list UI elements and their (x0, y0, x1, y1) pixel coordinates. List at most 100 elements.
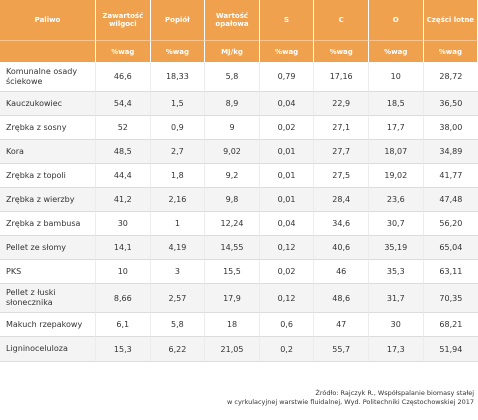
table-row: Zrębka z topoli 44,4 1,8 9,2 0,01 27,5 19,02 41… (0, 164, 478, 188)
unit-cell: %wag (259, 40, 315, 62)
fuel-name-cell: PKS (0, 260, 96, 284)
value-cell: 70,35 (423, 284, 478, 313)
value-cell: 35,3 (368, 260, 424, 284)
value-cell: 65,04 (423, 236, 478, 260)
value-cell: 2,16 (150, 188, 206, 212)
table-row: Zrębka z bambusa 30 1 12,24 0,04 34,6 30,7 56,2… (0, 212, 478, 236)
value-cell: 47 (314, 313, 369, 337)
value-cell: 2,7 (150, 140, 206, 164)
value-cell: 9,02 (205, 140, 260, 164)
value-cell: 17,7 (368, 116, 424, 140)
value-cell: 8,9 (205, 92, 260, 116)
header-cell: Części lotne (423, 0, 478, 40)
value-cell: 1 (150, 212, 206, 236)
value-cell: 4,19 (150, 236, 206, 260)
unit-cell: %wag (423, 40, 478, 62)
table-row: Makuch rzepakowy 6,1 5,8 18 0,6 47 30 68,21 (0, 313, 478, 337)
header-cell: S (259, 0, 315, 40)
value-cell: 1,5 (150, 92, 206, 116)
value-cell: 0,02 (259, 116, 315, 140)
value-cell: 10 (96, 260, 151, 284)
value-cell: 48,6 (314, 284, 369, 313)
value-cell: 0,01 (259, 140, 315, 164)
fuel-name-cell: Zrębka z bambusa (0, 212, 96, 236)
value-cell: 27,7 (314, 140, 369, 164)
unit-cell: %wag (150, 40, 206, 62)
value-cell: 14,55 (205, 236, 260, 260)
value-cell: 17,9 (205, 284, 260, 313)
table-row: Komunalne osady ściekowe 46,6 18,33 5,8 0,79… (0, 62, 478, 92)
value-cell: 46,6 (96, 62, 151, 92)
fuel-name-cell: Zrębka z sosny (0, 116, 96, 140)
value-cell: 40,6 (314, 236, 369, 260)
value-cell: 35,19 (368, 236, 424, 260)
value-cell: 36,50 (423, 92, 478, 116)
value-cell: 9 (205, 116, 260, 140)
fuel-name-cell: Komunalne osady ściekowe (0, 62, 96, 92)
value-cell: 21,05 (205, 337, 260, 362)
value-cell: 0,2 (259, 337, 315, 362)
value-cell: 18 (205, 313, 260, 337)
value-cell: 68,21 (423, 313, 478, 337)
fuel-name-cell: Kauczukowiec (0, 92, 96, 116)
value-cell: 0,01 (259, 164, 315, 188)
value-cell: 6,22 (150, 337, 206, 362)
value-cell: 0,12 (259, 284, 315, 313)
value-cell: 22,9 (314, 92, 369, 116)
value-cell: 18,33 (150, 62, 206, 92)
fuel-properties-table: Paliwo Zawartość wilgoci Popiół Wartość … (0, 0, 478, 362)
value-cell: 0,04 (259, 92, 315, 116)
value-cell: 12,24 (205, 212, 260, 236)
unit-cell: %wag (96, 40, 151, 62)
value-cell: 38,00 (423, 116, 478, 140)
table-row: Ligninoceluloza 15,3 6,22 21,05 0,2 55,7 17,3 5… (0, 337, 478, 362)
value-cell: 10 (368, 62, 424, 92)
value-cell: 51,94 (423, 337, 478, 362)
source-line: Źródło: Rajczyk R., Współspalanie biomas… (315, 389, 474, 397)
header-cell: Wartość opałowa (205, 0, 260, 40)
header-cell: Zawartość wilgoci (96, 0, 151, 40)
value-cell: 14,1 (96, 236, 151, 260)
value-cell: 6,1 (96, 313, 151, 337)
value-cell: 23,6 (368, 188, 424, 212)
value-cell: 5,8 (150, 313, 206, 337)
table-row: Zrębka z wierzby 41,2 2,16 9,8 0,01 28,4 23,6 4… (0, 188, 478, 212)
unit-cell: %wag (368, 40, 424, 62)
header-cell: Paliwo (0, 0, 96, 40)
fuel-name-cell: Ligninoceluloza (0, 337, 96, 362)
value-cell: 9,8 (205, 188, 260, 212)
value-cell: 30,7 (368, 212, 424, 236)
header-cell: Popiół (150, 0, 206, 40)
value-cell: 15,5 (205, 260, 260, 284)
value-cell: 0,6 (259, 313, 315, 337)
value-cell: 54,4 (96, 92, 151, 116)
value-cell: 46 (314, 260, 369, 284)
value-cell: 55,7 (314, 337, 369, 362)
header-cell: O (368, 0, 424, 40)
source-line: w cyrkulacyjnej warstwie fluidalnej, Wyd… (227, 398, 474, 406)
value-cell: 19,02 (368, 164, 424, 188)
value-cell: 52 (96, 116, 151, 140)
value-cell: 1,8 (150, 164, 206, 188)
value-cell: 27,1 (314, 116, 369, 140)
source-note: Źródło: Rajczyk R., Współspalanie biomas… (227, 389, 474, 407)
fuel-name-cell: Zrębka z wierzby (0, 188, 96, 212)
value-cell: 15,3 (96, 337, 151, 362)
value-cell: 27,5 (314, 164, 369, 188)
value-cell: 17,16 (314, 62, 369, 92)
value-cell: 28,72 (423, 62, 478, 92)
value-cell: 56,20 (423, 212, 478, 236)
value-cell: 8,66 (96, 284, 151, 313)
value-cell: 30 (368, 313, 424, 337)
value-cell: 5,8 (205, 62, 260, 92)
value-cell: 0,12 (259, 236, 315, 260)
header-row: Paliwo Zawartość wilgoci Popiół Wartość … (0, 0, 478, 40)
value-cell: 0,9 (150, 116, 206, 140)
value-cell: 0,01 (259, 188, 315, 212)
value-cell: 0,04 (259, 212, 315, 236)
table-row: Kora 48,5 2,7 9,02 0,01 27,7 18,07 34,89 (0, 140, 478, 164)
value-cell: 2,57 (150, 284, 206, 313)
value-cell: 9,2 (205, 164, 260, 188)
value-cell: 63,11 (423, 260, 478, 284)
